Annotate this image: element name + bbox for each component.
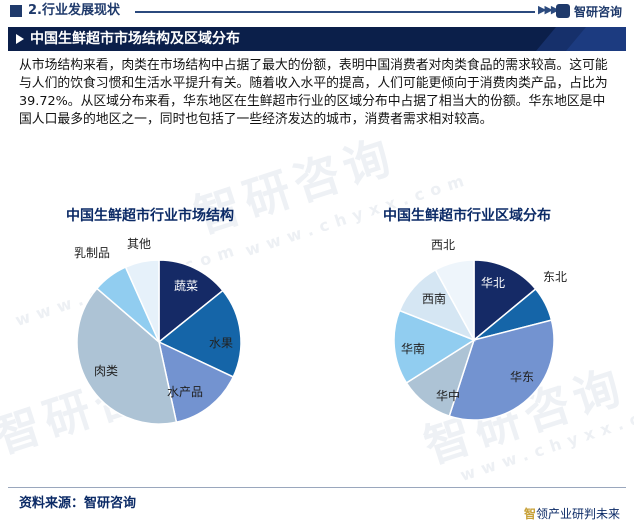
section-heading: 2.行业发展现状 [28, 3, 120, 18]
pie-slice-2 [157, 340, 235, 424]
slice-label-other: 其他 [127, 237, 152, 251]
section-square-icon [10, 5, 22, 17]
pie-slice-6 [434, 259, 475, 341]
chart-title-market-structure: 中国生鲜超市行业市场结构 [66, 208, 234, 224]
footer-rule [8, 487, 626, 488]
slice-label-east-china: 华东 [510, 370, 535, 384]
brand-logo-icon [556, 4, 570, 18]
brand-logo-text: 智研咨询 [574, 5, 623, 19]
chart-title-regional-distribution: 中国生鲜超市行业区域分布 [383, 208, 551, 224]
slice-label-northwest: 西北 [431, 238, 456, 252]
pie-chart-regional-distribution [393, 259, 555, 421]
pie-slice-5 [124, 259, 160, 343]
top-bar: 2.行业发展现状 ▶▶▶ 智研咨询 [0, 0, 634, 22]
slice-label-seafood: 水产品 [167, 385, 204, 399]
slice-label-north-china: 华北 [481, 276, 506, 290]
slice-label-dairy: 乳制品 [74, 246, 111, 260]
title-bar: 中国生鲜超市市场结构及区域分布 [8, 27, 626, 51]
pie-slice-4 [393, 309, 476, 384]
slice-label-northeast: 东北 [543, 270, 568, 284]
title-decoration [536, 27, 626, 51]
slice-label-vegetables: 蔬菜 [174, 279, 199, 293]
header-arrows-icon: ▶▶▶ [538, 3, 559, 16]
slice-label-central-china: 华中 [436, 389, 461, 403]
pie-chart-market-structure [76, 259, 242, 425]
header-rule [135, 11, 535, 13]
pie-slice-0 [473, 259, 537, 342]
slice-label-south-china: 华南 [401, 342, 426, 356]
pie-slice-1 [157, 289, 242, 378]
slice-label-meat: 肉类 [94, 364, 119, 378]
pie-slice-3 [76, 287, 178, 425]
body-paragraph: 从市场结构来看，肉类在市场结构中占据了最大的份额，表明中国消费者对肉类食品的需求… [19, 58, 608, 127]
page-title: 中国生鲜超市市场结构及区域分布 [30, 31, 240, 47]
title-triangle-icon [16, 34, 24, 44]
slogan-brand-char: 智 [524, 507, 537, 521]
footer-slogan: 智领产业研判未来 [524, 505, 620, 522]
slice-label-fruit: 水果 [209, 336, 234, 350]
pie-slice-2 [448, 319, 555, 421]
source-note: 资料来源：智研咨询 [19, 496, 137, 511]
slogan-text: 领产业研判未来 [536, 507, 621, 521]
pie-slice-0 [158, 259, 224, 344]
slice-label-southwest: 西南 [422, 292, 447, 306]
